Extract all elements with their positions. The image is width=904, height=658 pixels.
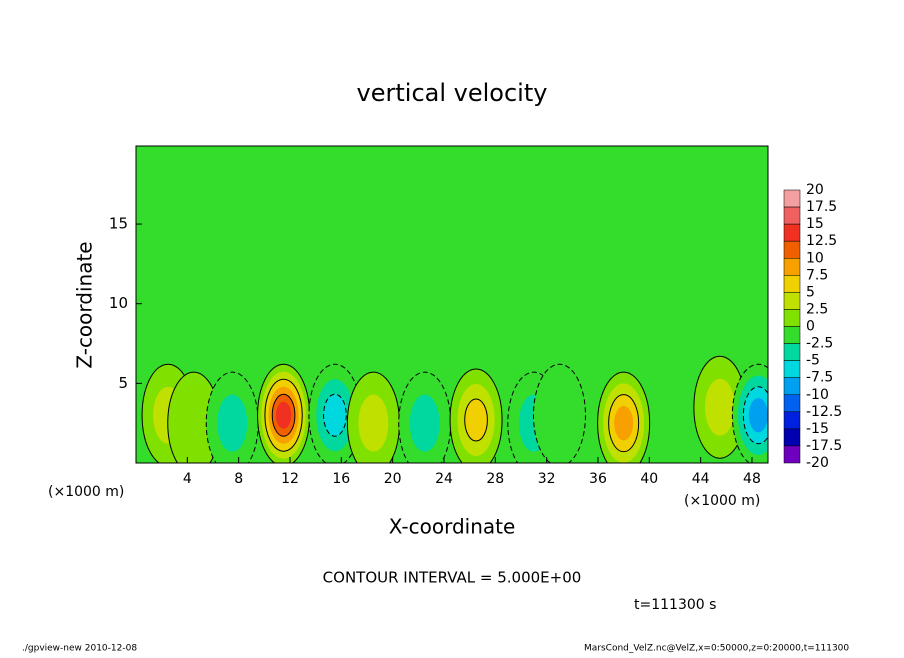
x-tick-label: 28 — [486, 471, 504, 487]
cell-core — [358, 394, 389, 452]
colorbar-box — [783, 206, 801, 225]
x-unit: (×1000 m) — [48, 484, 124, 500]
chart-title: vertical velocity — [357, 79, 548, 107]
x-tick-label: 4 — [183, 471, 192, 487]
colorbar-label: 7.5 — [806, 267, 828, 283]
colorbar-label: 10 — [806, 250, 824, 266]
field — [141, 355, 768, 463]
cell-core — [704, 378, 735, 436]
colorbar-box — [783, 445, 801, 464]
y-tick-label: 10 — [109, 294, 128, 312]
footer-left: ./gpview-new 2010-12-08 — [22, 644, 137, 654]
colorbar-box — [783, 411, 801, 430]
cell-core — [748, 397, 768, 433]
x-axis-label: X-coordinate — [389, 515, 516, 539]
colorbar-label: -15 — [806, 421, 829, 437]
x-tick-label: 16 — [332, 471, 350, 487]
colorbar-box — [783, 223, 801, 242]
colorbar-box — [783, 428, 801, 447]
colorbar-label: -17.5 — [806, 438, 842, 454]
cell-core — [217, 394, 248, 452]
x-tick-label: 12 — [281, 471, 299, 487]
colorbar-box — [783, 258, 801, 276]
plot-frame — [135, 145, 769, 464]
colorbar-label: 17.5 — [806, 199, 837, 215]
x-tick-label: 24 — [435, 471, 453, 487]
cell-core — [464, 398, 488, 442]
colorbar-box — [783, 275, 801, 293]
colorbar-box — [783, 326, 801, 344]
y-axis-label: Z-coordinate — [73, 241, 97, 368]
colorbar-label: -5 — [806, 353, 820, 369]
colorbar-label: 0 — [806, 319, 815, 335]
cell-core — [323, 393, 347, 437]
x-tick-label: 20 — [384, 471, 402, 487]
footer-right: MarsCond_VelZ.nc@VelZ,x=0:50000,z=0:2000… — [584, 644, 849, 654]
colorbar-box — [783, 240, 801, 259]
x-tick-label: 48 — [743, 471, 761, 487]
colorbar-box — [783, 360, 801, 378]
colorbar-box — [783, 343, 801, 361]
x-tick-label: 8 — [234, 471, 243, 487]
x-tick-label: 32 — [538, 471, 556, 487]
cell-core — [275, 401, 292, 429]
colorbar-label: 12.5 — [806, 233, 837, 249]
x-unit: (×1000 m) — [684, 493, 760, 509]
colorbar-label: -7.5 — [806, 370, 833, 386]
colorbar-box — [783, 309, 801, 327]
colorbar-box — [783, 189, 801, 208]
time-label: t=111300 s — [634, 597, 716, 613]
x-tick-label: 36 — [589, 471, 607, 487]
contour-note: CONTOUR INTERVAL = 5.000E+00 — [323, 569, 582, 587]
colorbar-label: -2.5 — [806, 336, 833, 352]
y-tick-label: 5 — [118, 374, 128, 392]
colorbar-label: -20 — [806, 455, 829, 471]
colorbar-box — [783, 292, 801, 310]
colorbar-box — [783, 377, 801, 395]
cell-core — [614, 405, 634, 441]
colorbar-label: -12.5 — [806, 404, 842, 420]
colorbar-label: 20 — [806, 182, 824, 198]
colorbar-label: -10 — [806, 387, 829, 403]
y-tick-label: 15 — [109, 215, 128, 233]
colorbar-box — [783, 394, 801, 413]
cell-core — [532, 363, 586, 463]
cell-core — [409, 394, 440, 452]
x-tick-label: 40 — [640, 471, 658, 487]
colorbar-label: 15 — [806, 216, 824, 232]
x-tick-label: 44 — [692, 471, 710, 487]
colorbar-label: 2.5 — [806, 301, 828, 317]
colorbar-label: 5 — [806, 284, 815, 300]
